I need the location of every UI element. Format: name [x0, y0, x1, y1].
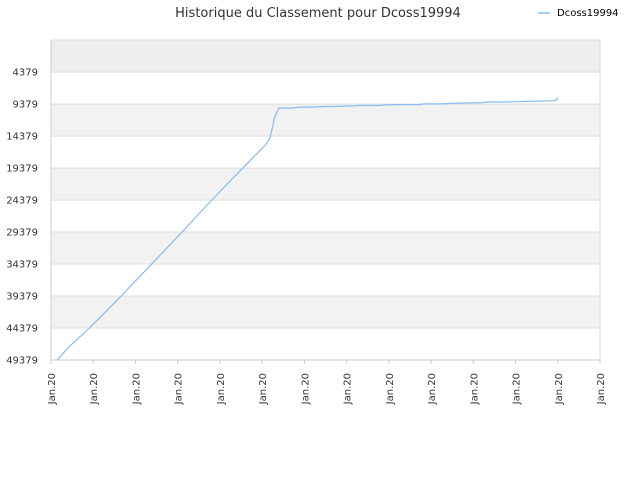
plot-band	[51, 296, 600, 329]
x-tick-label: Jan.20	[512, 373, 523, 405]
y-tick-label: 29379	[6, 228, 38, 239]
y-tick-label: 44379	[6, 324, 38, 335]
x-tick-label: Jan.20	[89, 373, 100, 405]
series-line	[56, 97, 559, 361]
y-tick-label: 24379	[6, 196, 38, 207]
chart-title: Historique du Classement pour Dcoss19994	[175, 6, 461, 21]
x-tick-label: Jan.20	[427, 373, 438, 405]
y-tick-label: 49379	[6, 356, 38, 367]
x-tick-label: Jan.20	[385, 373, 396, 405]
x-tick-label: Jan.20	[216, 373, 227, 405]
plot-bands	[51, 40, 600, 329]
y-tick-label: 14379	[6, 132, 38, 143]
y-tick-label: 4379	[13, 68, 38, 79]
y-tick-label: 34379	[6, 260, 38, 271]
y-tick-label: 19379	[6, 164, 38, 175]
legend: Dcoss19994	[538, 8, 619, 19]
series-lines	[56, 97, 559, 361]
legend-label: Dcoss19994	[557, 8, 619, 19]
x-tick-label: Jan.20	[258, 373, 269, 405]
x-tick-label: Jan.20	[554, 373, 565, 405]
x-tick-label: Jan.20	[469, 373, 480, 405]
x-tick-label: Jan.20	[300, 373, 311, 405]
x-tick-label: Jan.20	[343, 373, 354, 405]
y-tick-label: 39379	[6, 292, 38, 303]
plot-band	[51, 40, 600, 73]
x-axis-ticks: Jan.20 Jan.20 Jan.20 Jan.20 Jan.20 Jan.20 Jan.…	[47, 360, 607, 405]
plot-band	[51, 232, 600, 265]
x-tick-label: Jan.20	[174, 373, 185, 405]
axes	[50, 40, 601, 361]
x-tick-label: Jan.20	[131, 373, 142, 405]
x-tick-label: Jan.20	[596, 373, 607, 405]
plot-band	[51, 104, 600, 137]
y-axis-ticks: 4379 9379 14379 19379 24379 29379 34379 39379 44…	[6, 68, 38, 367]
x-tick-label: Jan.20	[47, 373, 58, 405]
y-tick-label: 9379	[13, 100, 38, 111]
plot-band	[51, 168, 600, 201]
